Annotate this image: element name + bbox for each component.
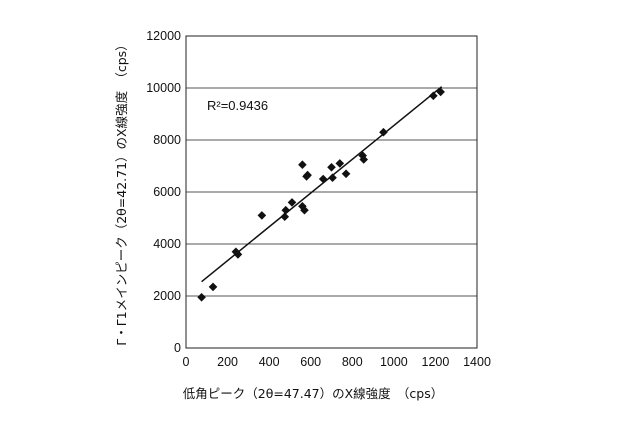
y-tick-label-10000: 10000 <box>146 81 181 95</box>
x-axis-tick-labels: 0 200 400 600 800 1000 1200 1400 <box>183 355 491 369</box>
data-point-4 <box>233 250 243 259</box>
x-tick-label-1400: 1400 <box>463 355 491 369</box>
data-point-5 <box>257 211 267 220</box>
data-point-2 <box>208 282 218 292</box>
data-point-13 <box>303 170 312 180</box>
y-tick-label-2000: 2000 <box>153 289 181 303</box>
y-tick-label-8000: 8000 <box>153 133 181 147</box>
gridlines <box>186 87 477 297</box>
y-tick-label-0: 0 <box>174 341 181 355</box>
data-point-1 <box>197 293 206 302</box>
y-tick-label-12000: 12000 <box>146 29 181 43</box>
x-tick-label-200: 200 <box>217 355 238 369</box>
data-point-19 <box>358 151 367 160</box>
data-point-10 <box>300 205 309 215</box>
data-point-16 <box>328 173 337 182</box>
y-tick-label-4000: 4000 <box>153 237 181 251</box>
data-point-7 <box>281 205 291 215</box>
x-tick-label-1000: 1000 <box>380 355 408 369</box>
x-tick-label-400: 400 <box>259 355 280 369</box>
data-point-18 <box>341 169 351 179</box>
x-tick-label-1200: 1200 <box>422 355 450 369</box>
trendline <box>201 86 443 283</box>
data-point-14 <box>318 174 328 184</box>
x-tick-label-800: 800 <box>342 355 363 369</box>
data-point-9 <box>298 202 307 211</box>
data-point-23 <box>436 87 445 97</box>
data-point-20 <box>359 155 369 164</box>
y-axis-tick-labels: 0 2000 4000 6000 8000 10000 12000 <box>146 29 181 355</box>
data-point-8 <box>287 198 297 207</box>
y-tick-label-6000: 6000 <box>153 185 181 199</box>
data-point-17 <box>335 159 345 168</box>
plot-area-frame <box>185 35 478 349</box>
data-point-15 <box>327 163 336 172</box>
data-point-21 <box>379 127 388 137</box>
x-axis-label: 低角ピーク（2θ=47.47）のX線強度 （cps） <box>183 386 444 401</box>
y-axis-label: Γ・Γ1メインピーク（2θ=42.71）のX線強度 （cps） <box>114 38 129 345</box>
data-point-11 <box>298 160 307 169</box>
data-points <box>197 87 445 302</box>
x-tick-label-600: 600 <box>300 355 321 369</box>
data-point-6 <box>280 212 290 221</box>
data-point-22 <box>429 91 438 101</box>
x-tick-label-0: 0 <box>183 355 190 369</box>
r-squared-annotation: R²=0.9436 <box>207 98 268 113</box>
